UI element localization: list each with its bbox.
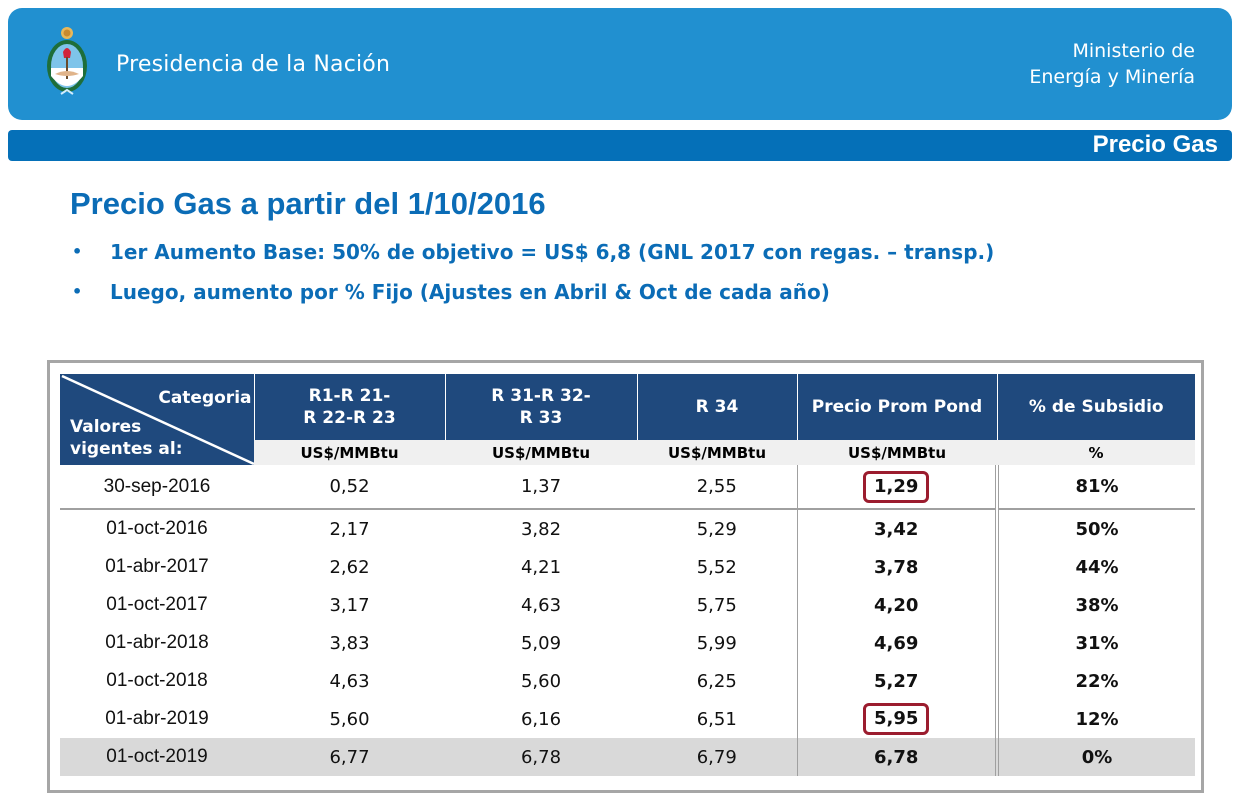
table-frame — [47, 360, 1204, 793]
corner-vigentes-label: vigentes al: — [70, 439, 183, 459]
corner-category-label: Categoria — [158, 388, 252, 408]
table-row: 01-abr-2017 2,62 4,21 5,52 3,78 44% — [60, 548, 1195, 586]
cell-r1: 2,62 — [329, 556, 370, 578]
cell-subsidio: 0% — [997, 738, 1195, 776]
bullet-text: Luego, aumento por % Fijo (Ajustes en Ab… — [110, 280, 830, 304]
cell-r34: 5,99 — [637, 624, 798, 662]
column-header-line: R 22-R 23 — [303, 408, 396, 428]
cell-precio-prom: 5,27 — [797, 662, 999, 700]
section-label: Precio Gas — [1092, 131, 1218, 158]
table-row: 01-oct-2019 6,77 6,78 6,79 6,78 0% — [60, 738, 1195, 776]
column-header-r31: R 31-R 32- R 33 — [444, 374, 637, 440]
cell-precio-prom: 1,29 — [797, 465, 999, 510]
presidency-title: Presidencia de la Nación — [116, 52, 391, 77]
cell-subsidio: 12% — [1075, 708, 1119, 730]
cell-r31: 4,63 — [520, 594, 562, 616]
column-header-subsidio: % de Subsidio — [996, 374, 1195, 440]
column-header-r1: R1-R 21- R 22-R 23 — [253, 374, 445, 440]
cell-r34: 6,51 — [637, 700, 798, 738]
column-header-precio-prom: Precio Prom Pond — [796, 374, 997, 440]
cell-r1: 0,52 — [254, 465, 445, 510]
cell-subsidio: 22% — [1075, 670, 1119, 692]
section-bar: Precio Gas — [8, 130, 1232, 161]
bullet-icon: • — [72, 282, 83, 301]
gas-price-table: Categoria Valores vigentes al: R1-R 21- R… — [60, 374, 1195, 776]
cell-precio-prom: 3,78 — [797, 548, 999, 586]
table-row: 01-oct-2016 2,17 3,82 5,29 3,42 50% — [60, 509, 1195, 548]
cell-r1: 3,17 — [329, 594, 370, 616]
header-banner — [8, 8, 1232, 120]
highlight-box: 5,95 — [863, 703, 930, 735]
column-header-line: R 33 — [519, 408, 563, 428]
slide-title: Precio Gas a partir del 1/10/2016 — [70, 186, 546, 221]
corner-header: Categoria Valores vigentes al: — [60, 374, 254, 465]
bullet-item: • 1er Aumento Base: 50% de objetivo = US$… — [70, 232, 994, 272]
cell-date: 30-sep-2016 — [60, 465, 254, 510]
bullet-text: 1er Aumento Base: 50% de objetivo = US$ … — [110, 240, 995, 264]
cell-precio-prom: 4,20 — [797, 586, 999, 624]
cell-date: 01-oct-2016 — [106, 518, 208, 539]
corner-valores-label: Valores — [70, 417, 142, 437]
cell-subsidio: 31% — [1075, 632, 1119, 654]
cell-date: 01-abr-2018 — [105, 632, 209, 653]
unit-r34: US$/MMBtu — [637, 440, 797, 465]
cell-r31: 5,09 — [520, 632, 562, 654]
cell-date: 01-abr-2017 — [105, 556, 209, 577]
cell-r34: 6,25 — [637, 662, 798, 700]
cell-r34: 2,55 — [637, 465, 798, 510]
highlight-box: 1,29 — [863, 470, 930, 503]
bullet-icon: • — [72, 242, 83, 261]
cell-date: 01-abr-2019 — [105, 708, 209, 729]
column-header-line: R 31-R 32- — [491, 386, 591, 406]
unit-subsidio: % — [997, 440, 1195, 465]
cell-r1: 5,60 — [329, 708, 370, 730]
ministry-title-line2: Energía y Minería — [1029, 66, 1195, 88]
cell-r1: 4,63 — [329, 670, 370, 692]
ministry-title-line1: Ministerio de — [1072, 40, 1195, 62]
table-row: 01-oct-2018 4,63 5,60 6,25 5,27 22% — [60, 662, 1195, 700]
cell-precio-prom: 5,95 — [797, 700, 999, 738]
cell-r31: 3,82 — [520, 518, 562, 540]
cell-r31: 4,21 — [520, 556, 562, 578]
column-header-r34: R 34 — [636, 374, 797, 440]
cell-r1: 2,17 — [329, 518, 370, 540]
cell-r31: 6,78 — [445, 738, 637, 776]
argentina-coat-of-arms-icon — [47, 27, 87, 95]
cell-r31: 1,37 — [445, 465, 637, 510]
cell-date: 01-oct-2019 — [60, 738, 254, 776]
cell-r34: 5,52 — [637, 548, 798, 586]
cell-r34: 5,29 — [637, 509, 798, 548]
table-row: 01-oct-2017 3,17 4,63 5,75 4,20 38% — [60, 586, 1195, 624]
cell-subsidio: 38% — [1075, 594, 1119, 616]
cell-precio-prom: 3,42 — [797, 509, 999, 548]
cell-r31: 6,16 — [520, 708, 562, 730]
table-row: 01-abr-2018 3,83 5,09 5,99 4,69 31% — [60, 624, 1195, 662]
cell-r31: 5,60 — [520, 670, 562, 692]
cell-date: 01-oct-2017 — [106, 594, 208, 615]
cell-precio-prom: 6,78 — [797, 738, 999, 776]
unit-r31: US$/MMBtu — [445, 440, 637, 465]
cell-precio-prom: 4,69 — [797, 624, 999, 662]
ministry-title: Ministerio de Energía y Minería — [1029, 38, 1195, 90]
cell-subsidio: 81% — [997, 465, 1195, 510]
table-row: 30-sep-2016 0,52 1,37 2,55 1,29 81% — [60, 465, 1195, 510]
table-row: 01-abr-2019 5,60 6,16 6,51 5,95 12% — [60, 700, 1195, 738]
cell-subsidio: 50% — [1075, 518, 1119, 540]
bullet-list: • 1er Aumento Base: 50% de objetivo = US$… — [70, 232, 994, 312]
column-header-line: R1-R 21- — [308, 386, 391, 406]
cell-r1: 3,83 — [329, 632, 370, 654]
bullet-item: • Luego, aumento por % Fijo (Ajustes en A… — [70, 272, 994, 312]
diagonal-divider-icon — [61, 374, 254, 465]
unit-precio-prom: US$/MMBtu — [797, 440, 997, 465]
cell-date: 01-oct-2018 — [106, 670, 208, 691]
cell-r34: 5,75 — [637, 586, 798, 624]
cell-r34: 6,79 — [637, 738, 798, 776]
cell-subsidio: 44% — [1075, 556, 1119, 578]
unit-r1: US$/MMBtu — [254, 440, 445, 465]
cell-r1: 6,77 — [254, 738, 445, 776]
